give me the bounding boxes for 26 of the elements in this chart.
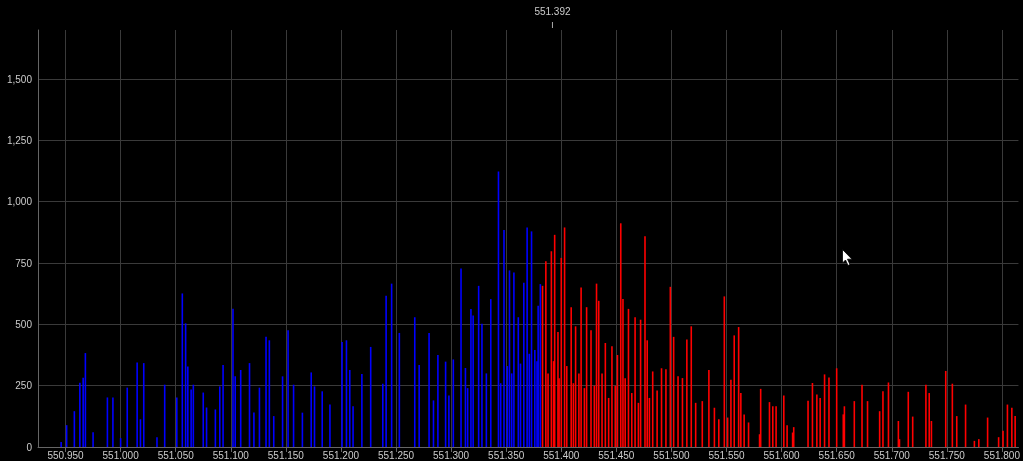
x-tick-label: 551.800 [983, 449, 1021, 461]
x-tick-label: 551.400 [543, 449, 580, 461]
y-tick-label: 1,250 [6, 134, 33, 146]
x-tick-label: 551.650 [818, 449, 856, 461]
x-tick-label: 550.950 [47, 449, 85, 461]
x-tick-label: 551.200 [322, 449, 360, 461]
x-tick-label: 551.550 [708, 449, 746, 461]
x-tick-label: 551.500 [653, 449, 690, 461]
x-tick-label: 551.150 [267, 449, 305, 461]
x-tick-label: 551.050 [157, 449, 195, 461]
x-tick-label: 551.250 [377, 449, 415, 461]
ref-line-label: 551.392 [534, 5, 571, 17]
y-tick-label: 0 [26, 441, 33, 453]
y-tick-label: 1,000 [6, 196, 33, 208]
y-tick-label: 250 [15, 380, 33, 392]
y-tick-label: 500 [15, 318, 33, 330]
x-tick-label: 551.350 [488, 449, 525, 461]
y-tick-label: 1,500 [6, 73, 33, 85]
x-tick-label: 551.000 [102, 449, 140, 461]
y-tick-label: 750 [15, 257, 33, 269]
x-tick-label: 551.700 [873, 449, 911, 461]
x-tick-label: 551.100 [212, 449, 250, 461]
x-tick-label: 551.750 [928, 449, 966, 461]
x-tick-label: 551.300 [433, 449, 470, 461]
x-tick-label: 551.450 [598, 449, 635, 461]
x-tick-label: 551.600 [763, 449, 801, 461]
